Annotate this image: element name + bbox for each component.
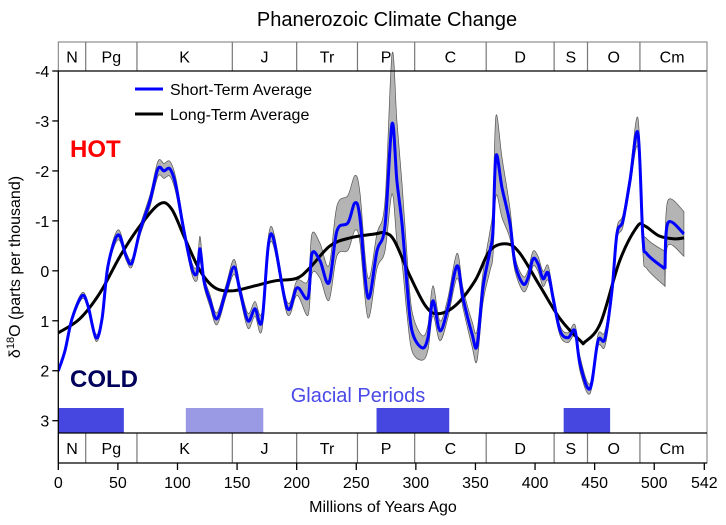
x-tick-label: 150 [224, 475, 251, 492]
period-label-K: K [179, 50, 190, 67]
uncertainty-bands [58, 51, 685, 395]
period-label-J: J [260, 50, 268, 67]
period-label-Cm: Cm [660, 50, 685, 67]
period-label-Pg: Pg [102, 50, 122, 67]
x-tick-label: 400 [522, 475, 549, 492]
period-label-D: D [514, 50, 526, 67]
y-tick-label: -3 [35, 114, 49, 131]
long-term-average-line [58, 201, 685, 346]
y-label-sup: 18 [5, 337, 17, 349]
y-tick-label: -1 [35, 214, 49, 231]
period-bars: N Pg K J Tr P C D S O Cm N Pg K J Tr P C D S O Cm [57, 41, 708, 464]
x-tick-label: 50 [109, 475, 127, 492]
period-label-O: O [607, 441, 619, 458]
period-label-Pg: Pg [102, 441, 122, 458]
glacial-bar-0 [58, 408, 124, 433]
x-tick-label: 450 [581, 475, 608, 492]
x-tick-label: 542 [691, 475, 718, 492]
period-label-Cm: Cm [660, 441, 685, 458]
y-tick-label: 1 [40, 314, 49, 331]
y-tick-label: -4 [35, 64, 49, 81]
y-tick-label: 0 [40, 264, 49, 281]
glacial-bar-3 [563, 408, 611, 433]
glacial-bar-1 [185, 408, 264, 433]
period-label-Tr: Tr [320, 50, 335, 67]
y-axis-label: δ18O (parts per thousand) [5, 176, 24, 358]
glacial-periods [58, 408, 611, 433]
uncertainty-band-1 [664, 198, 685, 287]
glacial-periods-label: Glacial Periods [291, 385, 426, 407]
y-label-rest: O (parts per thousand) [7, 176, 24, 337]
period-label-N: N [66, 441, 78, 458]
glacial-bar-2 [376, 408, 450, 433]
period-label-P: P [381, 441, 392, 458]
x-tick-label: 250 [343, 475, 370, 492]
series-lines [58, 121, 685, 391]
period-label-S: S [565, 50, 576, 67]
x-tick-label: 200 [283, 475, 310, 492]
legend-label-long: Long-Term Average [170, 107, 309, 124]
axes: -4 -3 -2 -1 0 1 2 3 0 50 100 150 200 250 300 350 400 450 5… [35, 64, 718, 492]
y-tick-label: 2 [40, 364, 49, 381]
cold-label: COLD [70, 366, 138, 393]
period-label-C: C [445, 50, 457, 67]
x-tick-label: 300 [403, 475, 430, 492]
legend-label-short: Short-Term Average [170, 82, 312, 99]
period-label-K: K [179, 441, 190, 458]
period-label-C: C [445, 441, 457, 458]
period-label-P: P [381, 50, 392, 67]
y-tick-label: -2 [35, 164, 49, 181]
period-label-S: S [565, 441, 576, 458]
short-term-average-line-0 [58, 121, 666, 391]
x-tick-label: 350 [462, 475, 489, 492]
chart-title: Phanerozoic Climate Change [257, 9, 517, 31]
short-term-average-line-1 [663, 220, 685, 269]
period-label-N: N [66, 50, 78, 67]
x-axis-label: Millions of Years Ago [309, 499, 457, 516]
period-label-O: O [607, 50, 619, 67]
hot-label: HOT [70, 136, 121, 163]
period-label-Tr: Tr [320, 441, 335, 458]
legend: Short-Term Average Long-Term Average [135, 82, 312, 124]
x-tick-label: 500 [641, 475, 668, 492]
period-label-J: J [260, 441, 268, 458]
y-label-delta: δ [7, 349, 24, 358]
period-label-D: D [514, 441, 526, 458]
x-tick-label: 100 [164, 475, 191, 492]
x-tick-label: 0 [54, 475, 63, 492]
y-tick-label: 3 [40, 414, 49, 431]
